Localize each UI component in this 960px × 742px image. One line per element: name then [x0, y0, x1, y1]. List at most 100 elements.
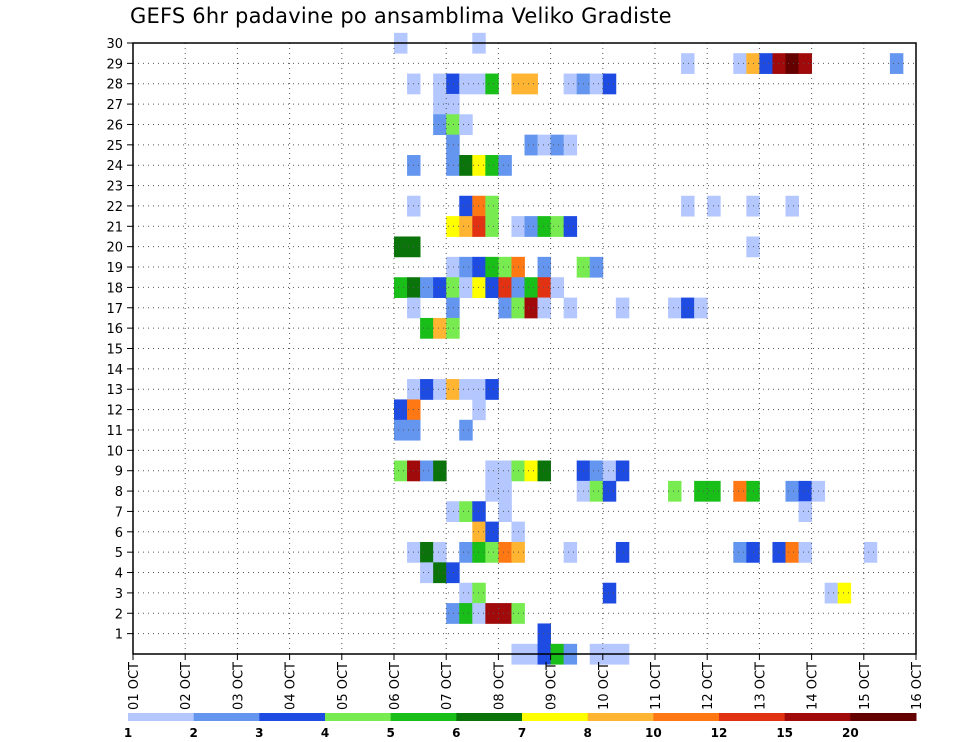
- precip-cell: [446, 562, 460, 584]
- precip-cell: [563, 73, 578, 95]
- precip-cell: [837, 582, 852, 604]
- precip-cell: [798, 501, 812, 523]
- precip-cell: [420, 379, 434, 400]
- precip-cell: [759, 53, 773, 74]
- precip-cell: [681, 297, 695, 319]
- colorbar-swatch: [193, 713, 260, 721]
- precip-cell: [472, 399, 486, 421]
- precip-cell: [563, 297, 578, 319]
- precip-cell: [420, 277, 434, 298]
- precip-cell: [550, 134, 565, 156]
- precip-cell: [433, 277, 447, 298]
- y-tick-label: 27: [106, 98, 123, 113]
- x-tick-label: 04 OCT: [284, 662, 299, 710]
- precip-cell: [498, 297, 512, 319]
- y-tick-label: 26: [106, 118, 123, 133]
- grid-layer: [133, 43, 916, 654]
- colorbar-swatch: [850, 713, 917, 721]
- precip-cell: [772, 53, 786, 74]
- colorbar-label: 15: [776, 726, 793, 740]
- precip-cell: [537, 460, 551, 482]
- precip-cell: [733, 480, 747, 502]
- x-tick-label: 06 OCT: [388, 662, 403, 710]
- y-tick-label: 24: [106, 159, 123, 174]
- colorbar-label: 5: [386, 726, 394, 740]
- precip-cell: [681, 53, 695, 74]
- precip-cell: [446, 317, 460, 339]
- precip-cell: [459, 541, 473, 563]
- colorbar-label: 6: [452, 726, 460, 740]
- precip-cell: [446, 379, 460, 400]
- colorbar-legend: 1 2 3 4 5 6 7 8 10 12 15 20: [124, 713, 917, 740]
- y-tick-label: 13: [106, 383, 123, 398]
- precip-cell: [524, 216, 538, 237]
- y-tick-label: 22: [106, 200, 123, 215]
- precip-cell: [472, 155, 486, 176]
- x-tick-label: 03 OCT: [231, 662, 246, 710]
- precip-cell: [498, 277, 512, 298]
- precip-cell: [537, 216, 551, 237]
- y-tick-label: 4: [115, 567, 123, 582]
- colorbar-label: 4: [321, 726, 329, 740]
- precip-cell: [602, 73, 617, 95]
- chart-title: GEFS 6hr padavine po ansamblima Veliko G…: [130, 4, 672, 28]
- y-tick-label: 6: [115, 526, 123, 541]
- colorbar-label: 3: [255, 726, 263, 740]
- colorbar-swatch: [325, 713, 392, 721]
- precip-cell: [733, 541, 747, 563]
- y-tick-label: 14: [106, 363, 123, 378]
- precip-cell: [472, 541, 486, 563]
- precip-cell: [498, 501, 512, 523]
- precip-cell: [394, 419, 408, 441]
- precip-cell: [602, 480, 617, 502]
- precip-cell: [863, 541, 878, 563]
- precip-cell: [459, 155, 473, 176]
- y-tick-label: 28: [106, 78, 123, 93]
- precip-cell: [498, 480, 512, 502]
- precip-cell: [472, 501, 486, 523]
- colorbar-swatch: [719, 713, 786, 721]
- precip-cell: [485, 195, 499, 217]
- y-tick-label: 20: [106, 241, 123, 256]
- precip-cell: [550, 277, 565, 298]
- precip-cell: [459, 195, 473, 217]
- y-tick-label: 2: [115, 607, 123, 622]
- y-tick-label: 9: [115, 465, 123, 480]
- colorbar-label: 10: [645, 726, 662, 740]
- y-tick-label: 19: [106, 261, 123, 276]
- precip-cell: [459, 501, 473, 523]
- precip-cell: [485, 155, 499, 176]
- precip-cell: [446, 114, 460, 136]
- colorbar-swatch: [587, 713, 654, 721]
- precip-cell: [798, 541, 812, 563]
- x-tick-label: 15 OCT: [858, 662, 873, 710]
- precip-cell: [420, 562, 434, 584]
- y-tick-label: 8: [115, 485, 123, 500]
- precip-cell: [537, 277, 551, 298]
- x-tick-label: 16 OCT: [910, 662, 925, 710]
- precip-cell: [459, 256, 473, 278]
- precip-cell: [446, 73, 460, 95]
- precip-cell: [459, 114, 473, 136]
- precip-cell: [537, 134, 551, 156]
- precip-cell: [733, 53, 747, 74]
- precip-cell: [485, 460, 499, 482]
- y-tick-label: 17: [106, 302, 123, 317]
- precip-cell: [772, 541, 786, 563]
- y-tick-label: 7: [115, 505, 123, 520]
- precip-cell: [668, 297, 682, 319]
- precip-cell: [433, 562, 447, 584]
- precip-cell: [485, 521, 499, 543]
- precip-cell: [537, 256, 551, 278]
- precip-cell: [459, 216, 473, 237]
- precip-cell: [589, 73, 604, 95]
- precip-cell: [394, 399, 408, 421]
- x-tick-label: 13 OCT: [753, 662, 768, 710]
- precip-cell: [824, 582, 839, 604]
- precip-cell: [550, 216, 565, 237]
- y-tick-label: 18: [106, 281, 123, 296]
- precip-cell: [498, 541, 512, 563]
- precip-cell: [485, 73, 499, 95]
- precip-cell: [433, 317, 447, 339]
